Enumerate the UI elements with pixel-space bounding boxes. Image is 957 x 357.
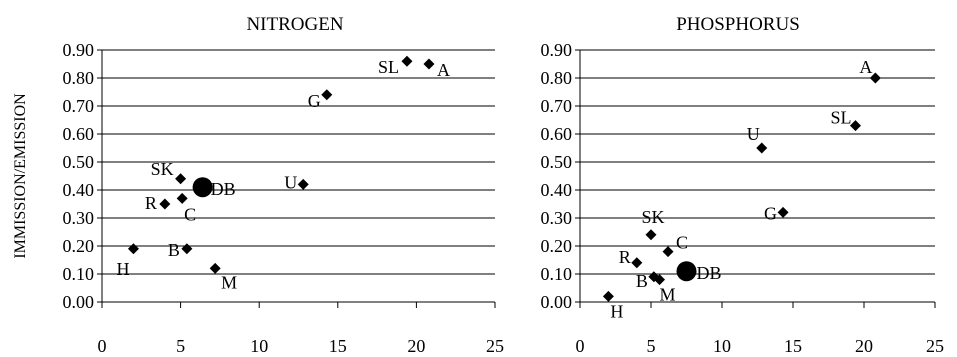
x-tick-label: 15	[329, 336, 347, 356]
data-point-b	[181, 243, 193, 255]
y-tick-label: 0.40	[541, 180, 573, 200]
point-label-g: G	[764, 203, 777, 223]
y-tick-label: 0.20	[541, 236, 573, 256]
data-point-a	[869, 72, 881, 84]
point-label-h: H	[116, 259, 129, 279]
data-point-db	[676, 261, 697, 282]
data-point-g	[777, 206, 789, 218]
data-point-sl	[401, 55, 413, 67]
y-tick-label: 0.00	[63, 292, 95, 312]
x-tick-label: 0	[576, 336, 585, 356]
x-tick-label: 20	[407, 336, 425, 356]
y-tick-label: 0.40	[63, 180, 95, 200]
y-tick-label: 0.30	[63, 208, 95, 228]
x-tick-label: 5	[647, 336, 656, 356]
y-tick-label: 0.90	[63, 40, 95, 60]
x-tick-label: 15	[784, 336, 802, 356]
data-point-db	[192, 177, 213, 198]
point-label-m: M	[221, 272, 237, 292]
point-label-a: A	[859, 57, 872, 77]
nitrogen-panel: NITROGEN IMMISSION/EMISSION 0.00 0.10 0.20 0.…	[12, 14, 504, 356]
y-tick-label: 0.20	[63, 236, 95, 256]
data-point-c	[176, 192, 188, 204]
point-label-g: G	[308, 91, 321, 111]
x-tick-label: 25	[926, 336, 944, 356]
y-tick-label: 0.50	[541, 152, 573, 172]
x-tick-label: 20	[855, 336, 873, 356]
data-point-c	[662, 246, 674, 258]
y-tick-label: 0.00	[541, 292, 573, 312]
data-point-u	[756, 142, 768, 154]
data-point-a	[423, 58, 435, 70]
point-label-u: U	[747, 124, 760, 144]
point-label-m: M	[660, 285, 676, 305]
point-label-sl: SL	[830, 108, 851, 128]
chart-title: NITROGEN	[246, 14, 343, 35]
data-point-r	[159, 198, 171, 210]
y-axis-label: IMMISSION/EMISSION	[12, 93, 29, 259]
x-tick-label: 5	[176, 336, 185, 356]
y-tick-label: 0.80	[541, 68, 573, 88]
data-point-h	[127, 243, 139, 255]
y-tick-label: 0.70	[63, 96, 95, 116]
data-point-g	[321, 89, 333, 101]
point-label-sk: SK	[151, 159, 174, 179]
point-label-sk: SK	[641, 207, 664, 227]
point-label-r: R	[619, 247, 631, 267]
point-label-r: R	[145, 193, 157, 213]
point-label-h: H	[610, 301, 623, 321]
point-label-sl: SL	[378, 57, 399, 77]
point-label-b: B	[636, 271, 648, 291]
x-tick-label: 25	[486, 336, 504, 356]
data-point-h	[602, 290, 614, 302]
y-tick-label: 0.90	[541, 40, 573, 60]
data-point-sk	[175, 173, 187, 185]
point-label-u: U	[284, 172, 297, 192]
y-tick-label: 0.50	[63, 152, 95, 172]
data-point-sk	[645, 229, 657, 241]
x-tick-label: 0	[98, 336, 107, 356]
point-label-c: C	[676, 233, 688, 253]
y-tick-label: 0.80	[63, 68, 95, 88]
data-point-r	[631, 257, 643, 269]
chart-title: PHOSPHORUS	[676, 14, 800, 35]
point-label-a: A	[437, 60, 450, 80]
y-tick-label: 0.60	[541, 124, 573, 144]
y-tick-label: 0.60	[63, 124, 95, 144]
point-label-c: C	[184, 204, 196, 224]
y-tick-label: 0.10	[63, 264, 95, 284]
phosphorus-panel: PHOSPHORUS 0.00 0.10 0.20 0.30 0.40 0.50 0.60 0.…	[541, 14, 945, 356]
data-point-m	[209, 262, 221, 274]
y-tick-label: 0.10	[541, 264, 573, 284]
y-tick-label: 0.30	[541, 208, 573, 228]
data-point-m	[654, 274, 666, 286]
x-tick-label: 10	[250, 336, 268, 356]
point-label-db: DB	[697, 263, 722, 283]
data-point-u	[297, 178, 309, 190]
point-label-b: B	[168, 240, 180, 260]
x-tick-label: 10	[713, 336, 731, 356]
point-label-db: DB	[211, 179, 236, 199]
y-tick-label: 0.70	[541, 96, 573, 116]
data-point-sl	[849, 120, 861, 132]
